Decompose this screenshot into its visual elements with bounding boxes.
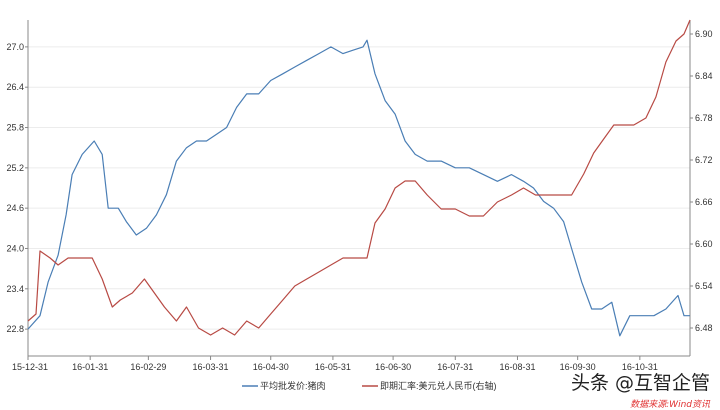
left-tick-label: 24.6 [6,203,24,213]
x-tick-label: 16-07-31 [437,362,473,372]
x-tick-label: 15-12-31 [12,362,48,372]
x-tick-label: 16-06-30 [375,362,411,372]
series-line-pork-price [27,39,690,337]
right-y-ticks: 6.48 6.54 6.60 6.66 6.72 6.78 6.84 6.90 [690,29,713,333]
watermark-title: 头条 @互智企管 [570,372,710,394]
series-lines [27,19,691,337]
x-tick-label: 16-01-31 [72,362,108,372]
left-tick-label: 24.0 [6,243,24,253]
right-tick-label: 6.48 [695,323,713,333]
x-tick-label: 16-09-30 [560,362,596,372]
left-tick-label: 26.4 [6,82,24,92]
right-tick-label: 6.60 [695,239,713,249]
right-tick-label: 6.84 [695,71,713,81]
right-tick-label: 6.90 [695,29,713,39]
right-tick-label: 6.54 [695,281,713,291]
watermark-source: 数据来源:Wind资讯 [630,400,710,410]
legend: 平均批发价:猪肉 即期汇率:美元兑人民币(右轴) [242,380,497,391]
watermark: 头条 @互智企管 数据来源:Wind资讯 [571,368,710,410]
x-tick-label: 16-05-31 [315,362,351,372]
x-tick-label: 16-10-31 [622,362,658,372]
x-tick-label: 16-04-30 [253,362,289,372]
gridlines [28,46,690,330]
left-tick-label: 25.8 [6,123,24,133]
x-tick-label: 16-03-31 [193,362,229,372]
x-tick-label: 16-02-29 [130,362,166,372]
left-y-ticks: 22.8 23.4 24.0 24.6 25.2 25.8 26.4 27.0 [6,42,28,334]
right-tick-label: 6.66 [695,197,713,207]
left-tick-label: 22.8 [6,324,24,334]
series-line-usd-cny [27,19,691,336]
left-tick-label: 27.0 [6,42,24,52]
legend-label-pork-price: 平均批发价:猪肉 [260,380,326,391]
legend-label-usd-cny: 即期汇率:美元兑人民币(右轴) [380,380,497,391]
right-tick-label: 6.72 [695,155,713,165]
left-tick-label: 23.4 [6,284,24,294]
right-tick-label: 6.78 [695,113,713,123]
left-tick-label: 25.2 [6,163,24,173]
x-tick-label: 16-08-31 [499,362,535,372]
x-ticks: 15-12-31 16-01-31 16-02-29 16-03-31 16-04-30… [12,356,658,372]
